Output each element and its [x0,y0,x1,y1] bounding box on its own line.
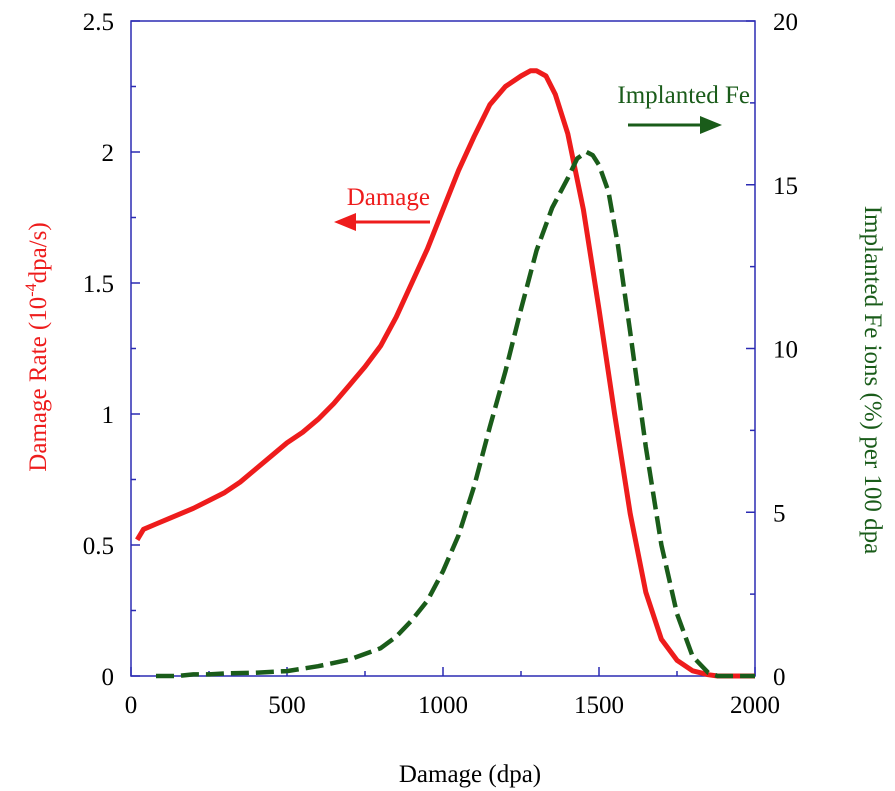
implanted-arrow-icon [628,116,722,134]
implanted-annotation: Implanted Fe [617,82,750,109]
series-layer [135,68,755,679]
x-tick-label: 1000 [418,692,468,719]
x-axis-title: Damage (dpa) [399,761,541,788]
y2-axis-title: Implanted Fe ions (%) per 100 dpa [859,206,886,555]
y-tick-label: 2.5 [83,9,114,36]
x-tick-label: 1500 [574,692,624,719]
y2-axis-ticks: 0 5 10 15 20 [746,9,798,691]
y-tick-label: 0.5 [83,533,114,560]
y-tick-label: 1.5 [83,271,114,298]
y-tick-label: 2 [102,140,115,167]
y-axis-title: Damage Rate (10-4dpa/s) [23,222,52,471]
x-tick-label: 500 [268,692,306,719]
x-tick-label: 2000 [730,692,780,719]
y-axis-title-pre: Damage Rate (10 [25,297,52,472]
y2-tick-label: 15 [773,173,798,200]
y2-tick-label: 20 [773,9,798,36]
y-axis-ticks: 0 0.5 1 1.5 2 2.5 [83,9,140,691]
x-tick-label: 0 [125,692,138,719]
x-axis-ticks: 0 500 1000 1500 2000 [125,667,780,719]
y-axis-title-post: dpa/s) [25,222,52,283]
y-axis-title-sup: -4 [23,283,40,296]
y2-tick-label: 10 [773,337,798,364]
y2-tick-label: 0 [773,664,786,691]
y-tick-label: 0 [102,664,115,691]
damage-arrow-icon [334,213,430,231]
series-line-implanted-fe [156,149,755,679]
series-line-damage [135,68,755,679]
y2-tick-label: 5 [773,500,786,527]
y-tick-label: 1 [102,402,115,429]
damage-annotation: Damage [347,184,430,211]
